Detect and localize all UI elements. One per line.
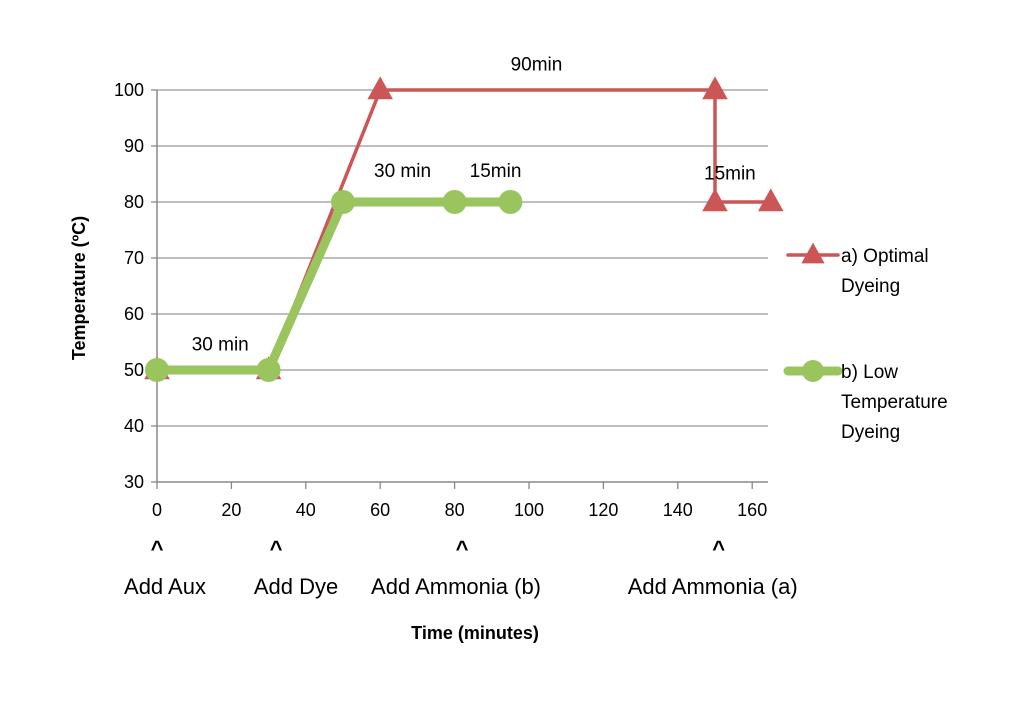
data-point <box>758 188 784 212</box>
axes <box>151 89 768 489</box>
legend-label: Temperature <box>841 392 948 413</box>
legend-label: Dyeing <box>841 422 900 443</box>
x-tick-label: 160 <box>737 500 767 520</box>
event-label: Add Ammonia (b) <box>371 574 541 599</box>
event-caret: ^ <box>712 536 725 561</box>
legend-label: Dyeing <box>841 276 900 297</box>
event-label: Add Ammonia (a) <box>628 574 798 599</box>
x-tick-label: 100 <box>514 500 544 520</box>
event-markers: ^ Add Aux ^ Add Dye ^ Add Ammonia (b) ^ Add Amm… <box>124 536 798 599</box>
y-tick-labels: 30 40 50 60 70 80 90 100 <box>114 80 144 492</box>
data-point <box>367 76 393 100</box>
duration-annotation: 30 min <box>192 334 249 355</box>
y-tick-label: 60 <box>124 304 144 324</box>
x-tick-label: 60 <box>370 500 390 520</box>
duration-annotation: 15min <box>470 161 522 182</box>
event-label: Add Dye <box>254 574 338 599</box>
event-caret: ^ <box>456 536 469 561</box>
duration-annotation: 30 min <box>374 161 431 182</box>
grid-lines <box>157 89 768 427</box>
legend-item-optimal-dyeing: a) Optimal Dyeing <box>786 242 929 297</box>
x-tick-label: 40 <box>296 500 316 520</box>
x-tick-label: 0 <box>152 500 162 520</box>
series-line <box>155 88 773 372</box>
legend-marker <box>801 242 825 264</box>
legend-item-low-temperature-dyeing: b) Low Temperature Dyeing <box>783 360 948 443</box>
x-tick-label: 80 <box>445 500 465 520</box>
data-point <box>702 76 728 100</box>
y-tick-label: 100 <box>114 80 144 100</box>
annotations: 30 min 30 min 15min 90min 15min <box>192 54 756 355</box>
data-point <box>331 190 355 214</box>
x-tick-label: 120 <box>588 500 618 520</box>
y-tick-label: 50 <box>124 360 144 380</box>
data-point <box>498 190 523 214</box>
legend-label: b) Low <box>841 362 898 383</box>
series-layer <box>144 76 784 382</box>
legend-label: a) Optimal <box>841 246 929 267</box>
x-tick-label: 20 <box>221 500 241 520</box>
duration-annotation: 90min <box>511 54 563 75</box>
series-low-temperature-dyeing <box>145 190 523 382</box>
event-caret: ^ <box>151 536 164 561</box>
data-point <box>256 358 281 382</box>
x-tick-labels: 0 20 40 60 80 100 120 140 160 <box>152 500 767 520</box>
y-tick-label: 30 <box>124 472 144 492</box>
data-point <box>702 188 728 212</box>
duration-annotation: 15min <box>704 164 756 185</box>
legend: a) Optimal Dyeing b) Low Temperature Dyeing <box>783 242 948 443</box>
data-point <box>145 358 169 382</box>
x-tick-label: 140 <box>663 500 693 520</box>
x-axis-title: Time (minutes) <box>411 623 539 643</box>
y-tick-label: 90 <box>124 136 144 156</box>
event-caret: ^ <box>270 536 283 561</box>
y-tick-label: 70 <box>124 248 144 268</box>
legend-marker <box>802 360 824 382</box>
data-point <box>442 190 467 214</box>
y-axis-title: Temperature (ºC) <box>69 216 89 360</box>
y-tick-label: 80 <box>124 192 144 212</box>
y-tick-label: 40 <box>124 416 144 436</box>
event-label: Add Aux <box>124 574 206 599</box>
